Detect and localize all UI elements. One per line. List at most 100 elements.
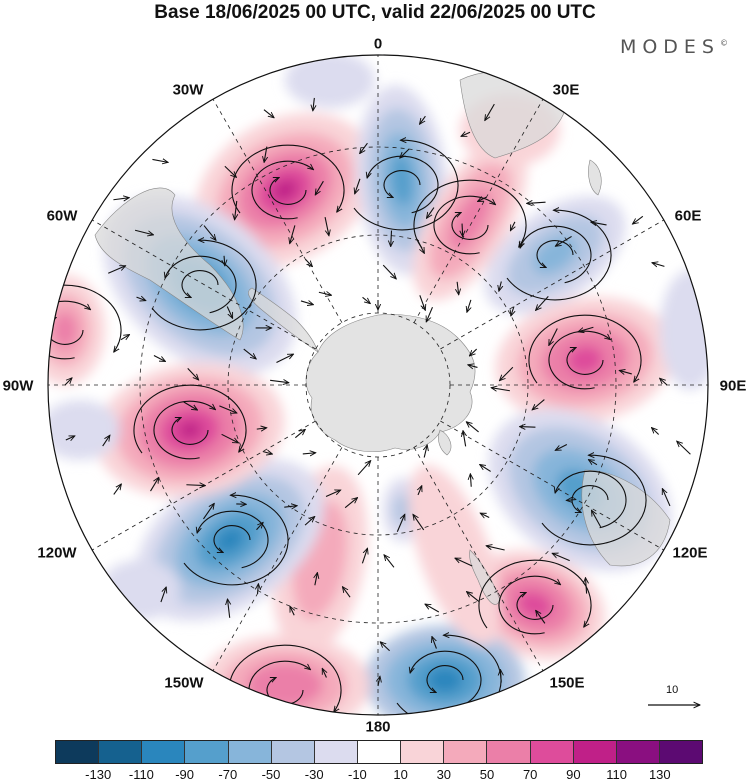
wind-arrow bbox=[102, 435, 110, 447]
colorbar-tick-label: -90 bbox=[175, 767, 194, 782]
meridian-line bbox=[92, 219, 316, 350]
wind-arrow bbox=[276, 354, 293, 363]
wind-arrow bbox=[519, 427, 536, 428]
wind-arrow bbox=[491, 388, 510, 391]
streamline bbox=[197, 510, 269, 569]
wind-arrow bbox=[256, 428, 267, 429]
madagascar bbox=[588, 159, 602, 196]
meridian-line bbox=[440, 420, 664, 551]
map-border bbox=[47, 54, 709, 716]
wind-arrow bbox=[256, 522, 264, 531]
wind-arrow bbox=[511, 306, 514, 316]
wind-arrow bbox=[532, 399, 545, 410]
wind-arrow bbox=[342, 587, 351, 598]
wind-arrow bbox=[65, 435, 75, 440]
wind-arrow bbox=[302, 453, 316, 454]
wind-arrow bbox=[457, 281, 459, 295]
anomaly-positive-lobe bbox=[200, 635, 370, 715]
colorbar-tick-label: -30 bbox=[304, 767, 324, 782]
wind-arrow bbox=[566, 500, 577, 501]
colorbar-tick-label: 50 bbox=[479, 767, 495, 782]
brand-mark: © bbox=[720, 38, 728, 48]
streamline bbox=[566, 346, 604, 375]
wind-arrow bbox=[378, 676, 380, 687]
wind-arrow bbox=[289, 606, 294, 616]
colorbar-swatch bbox=[357, 741, 402, 763]
anomaly-field bbox=[48, 55, 708, 715]
streamline bbox=[367, 155, 439, 214]
colorbar-tick-label: -70 bbox=[218, 767, 238, 782]
anomaly-weak-negative bbox=[660, 270, 708, 390]
wind-arrow bbox=[549, 328, 558, 345]
wind-arrow bbox=[113, 484, 122, 495]
wind-arrow bbox=[305, 259, 313, 266]
wind-arrow bbox=[160, 587, 166, 603]
colorbar-swatch bbox=[185, 741, 229, 763]
colorbar bbox=[55, 740, 703, 764]
wind-arrow bbox=[426, 207, 435, 219]
wind-arrow bbox=[300, 301, 313, 305]
wind-arrow bbox=[585, 578, 586, 594]
streamline bbox=[506, 210, 612, 301]
wind-arrow bbox=[463, 431, 466, 447]
wind-arrow bbox=[290, 225, 296, 243]
wind-arrow bbox=[318, 292, 332, 295]
wind-arrow bbox=[203, 503, 214, 520]
wind-arrow bbox=[467, 592, 480, 603]
wind-arrow bbox=[324, 217, 329, 236]
lon-label-180: 180 bbox=[365, 718, 391, 736]
wind-arrow bbox=[362, 296, 371, 303]
streamline bbox=[269, 176, 307, 205]
wind-arrow bbox=[284, 506, 297, 508]
colorbar-tick-label: -50 bbox=[261, 767, 281, 782]
wind-arrow bbox=[270, 380, 289, 382]
wind-arrow bbox=[469, 348, 478, 356]
wind-arrow bbox=[420, 115, 426, 124]
wind-arrow bbox=[224, 255, 225, 266]
colorbar-ticks: -130 -110 -90 -70 -50 -30 -10 10 30 50 70 90 110 130 bbox=[55, 767, 703, 783]
colorbar-tick-label: 110 bbox=[606, 767, 627, 782]
wind-arrow bbox=[527, 202, 546, 203]
wind-arrow bbox=[591, 222, 607, 225]
streamline bbox=[555, 470, 627, 529]
wind-arrow bbox=[355, 178, 361, 194]
meridian-line bbox=[413, 99, 544, 323]
colorbar-tick-label: 70 bbox=[522, 767, 538, 782]
wind-arrow bbox=[315, 180, 324, 195]
streamline bbox=[151, 240, 257, 331]
colorbar-swatch bbox=[142, 741, 186, 763]
island bbox=[438, 429, 452, 456]
wind-arrow bbox=[384, 555, 395, 568]
lon-label-150e: 150E bbox=[549, 674, 585, 692]
colorbar-swatch bbox=[659, 741, 703, 763]
streamline bbox=[251, 160, 314, 220]
wind-arrow bbox=[400, 148, 410, 158]
wind-arrow bbox=[321, 668, 326, 678]
wind-arrow bbox=[432, 636, 437, 649]
antarctica bbox=[305, 314, 476, 453]
streamline bbox=[48, 300, 91, 360]
wind-arrow bbox=[263, 109, 274, 118]
wind-arrow bbox=[485, 103, 495, 120]
brand-text: MODES bbox=[619, 36, 720, 58]
streamline bbox=[183, 495, 289, 586]
streamline bbox=[520, 225, 592, 284]
wind-arrow bbox=[478, 197, 487, 201]
colorbar-swatch bbox=[444, 741, 488, 763]
graticule bbox=[48, 55, 708, 715]
wind-arrow bbox=[391, 230, 392, 247]
wind-arrow bbox=[226, 306, 234, 319]
wind-arrow bbox=[227, 599, 229, 618]
wind-arrow bbox=[424, 445, 427, 458]
wind-arrow bbox=[416, 238, 424, 253]
colorbar-swatch bbox=[271, 741, 315, 763]
wind-arrow bbox=[578, 326, 594, 331]
wind-arrow bbox=[380, 642, 390, 652]
streamline bbox=[383, 170, 421, 199]
wind-arrow bbox=[203, 225, 216, 241]
wind-arrow bbox=[480, 513, 490, 517]
wind-streamlines bbox=[48, 97, 691, 715]
wind-arrow bbox=[187, 367, 199, 380]
wind-arrow bbox=[113, 198, 129, 200]
wind-arrow bbox=[357, 461, 371, 476]
